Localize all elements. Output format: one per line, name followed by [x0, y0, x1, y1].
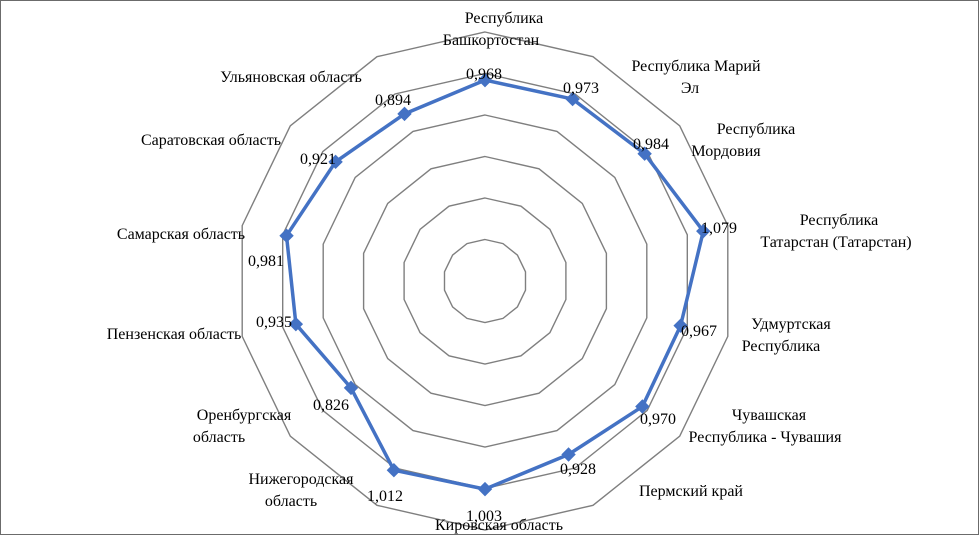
value-label: 1,003 [466, 508, 502, 525]
grid-ring [241, 31, 729, 531]
grid-ring [362, 155, 608, 407]
category-label-line: Удмуртская [751, 316, 831, 333]
radar-labels: Республика Башкортостан Республика Марий Эл… [107, 10, 912, 534]
category-label: Нижегородская область [249, 471, 355, 510]
category-label-line: область [193, 429, 245, 446]
category-label: Чувашская Республика - Чувашия [689, 407, 843, 446]
data-point-marker [343, 380, 359, 396]
value-label: 0,826 [313, 397, 349, 414]
grid-ring [322, 114, 648, 448]
category-label-line: Татарстан (Татарстан) [760, 234, 911, 251]
category-label: Республика Башкортостан [443, 10, 544, 49]
category-label-line: Республика [465, 10, 544, 27]
category-label-line: Кировская область [435, 517, 563, 534]
category-label-line: Республика [717, 121, 796, 138]
category-label-line: Республика Марий [631, 58, 760, 75]
grid-ring [403, 197, 567, 365]
category-label-line: Мордовия [691, 143, 761, 160]
category-label-line: область [265, 493, 317, 510]
category-label: Пензенская область [107, 326, 242, 343]
value-label: 0,981 [248, 253, 284, 270]
category-label: Оренбургская область [193, 407, 292, 446]
category-label-line: Башкортостан [443, 32, 540, 49]
value-label: 0,984 [633, 136, 669, 153]
grid-ring [282, 72, 688, 490]
data-point-marker [565, 91, 580, 107]
data-point-marker [288, 316, 304, 332]
grid-ring [443, 238, 527, 324]
value-label: 0,973 [563, 80, 599, 97]
value-label: 0,928 [560, 461, 596, 478]
data-point-marker [477, 481, 493, 497]
value-label: 0,970 [640, 411, 676, 428]
category-label: Республика Татарстан (Татарстан) [760, 212, 911, 251]
data-point-marker [279, 228, 294, 243]
category-label-line: Республика [742, 338, 821, 355]
category-label-line: Пензенская область [107, 326, 242, 343]
radar-grid [241, 31, 729, 531]
data-point-marker [386, 462, 402, 478]
data-point-marker [673, 318, 688, 333]
category-label-line: Саратовская область [141, 132, 281, 149]
value-label: 0,921 [300, 151, 336, 168]
category-label: Удмуртская Республика [742, 316, 832, 355]
value-label: 0,968 [466, 66, 502, 83]
value-label: 0,935 [256, 314, 292, 331]
category-label-line: Республика [800, 212, 879, 229]
category-label-line: Ульяновская область [220, 69, 362, 86]
value-label: 0,894 [375, 92, 411, 109]
category-label: Республика Марий Эл [631, 58, 760, 97]
category-label-line: Чувашская [732, 407, 807, 424]
category-label: Пермский край [639, 483, 743, 500]
data-point-marker [477, 72, 493, 88]
value-label: 0,967 [681, 323, 717, 340]
category-label-line: Пермский край [639, 483, 743, 500]
category-label: Республика Мордовия [691, 121, 795, 160]
category-label: Саратовская область [141, 132, 281, 149]
data-point-marker [561, 447, 576, 462]
data-point-marker [637, 146, 652, 161]
category-label-line: Самарская область [117, 226, 245, 243]
data-point-marker [696, 223, 711, 239]
category-label-line: Нижегородская [249, 471, 355, 488]
value-label: 1,012 [367, 488, 403, 505]
data-point-marker [328, 154, 343, 170]
data-point-marker [635, 399, 650, 414]
category-label: Кировская область [435, 517, 563, 534]
value-label: 1,079 [701, 220, 737, 237]
data-point-marker [397, 106, 412, 122]
category-label-line: Эл [681, 80, 699, 97]
category-label-line: Республика - Чувашия [689, 429, 843, 446]
radar-series [279, 72, 711, 497]
category-label: Самарская область [117, 226, 245, 243]
category-label: Ульяновская область [220, 69, 362, 86]
category-label-line: Оренбургская [197, 407, 292, 424]
